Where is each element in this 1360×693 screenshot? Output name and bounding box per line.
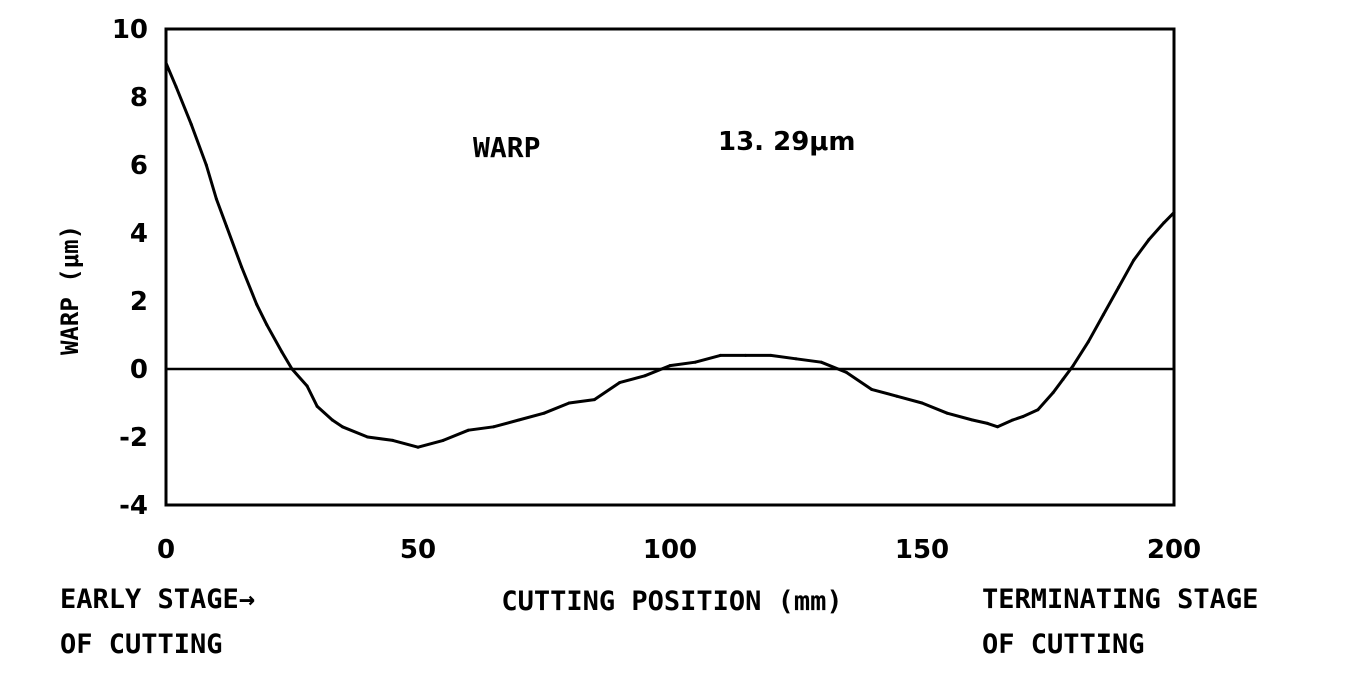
data-point: [844, 370, 848, 374]
data-point: [240, 265, 244, 269]
data-point: [1117, 285, 1121, 289]
x-axis-label: CUTTING POSITION (mm): [501, 586, 842, 617]
x-left-note-line1: EARLY STAGE→: [60, 584, 255, 615]
data-point: [189, 122, 193, 126]
data-point: [592, 398, 596, 402]
data-point: [1021, 415, 1025, 419]
data-point: [945, 411, 949, 415]
data-point: [542, 411, 546, 415]
data-point: [340, 425, 344, 429]
x-right-note-line2: OF CUTTING: [982, 629, 1145, 660]
data-point: [204, 163, 208, 167]
x-tick-label: 100: [643, 535, 697, 565]
data-point: [970, 418, 974, 422]
data-point: [305, 384, 309, 388]
data-point: [1101, 313, 1105, 317]
data-point: [214, 197, 218, 201]
data-point: [225, 224, 228, 228]
data-point: [1036, 408, 1040, 412]
y-tick-label: 8: [130, 83, 148, 113]
data-point: [1086, 340, 1090, 344]
data-point: [290, 367, 294, 371]
data-point: [718, 353, 722, 357]
data-point: [1051, 391, 1055, 395]
data-point: [174, 85, 178, 89]
data-point: [1147, 238, 1151, 242]
annotation-label: WARP: [473, 131, 540, 164]
x-tick-label: 0: [157, 535, 175, 565]
y-tick-labels: 10 8 6 4 2 0 -2 -4: [112, 15, 148, 521]
y-tick-label: -2: [119, 423, 148, 453]
data-point: [986, 421, 989, 425]
series-points: [164, 61, 1176, 449]
data-point: [416, 445, 420, 449]
x-left-note-line2: OF CUTTING: [60, 629, 223, 660]
data-point: [1071, 364, 1075, 368]
y-axis-label: WARP (μm): [56, 225, 84, 355]
x-tick-label: 50: [400, 535, 436, 565]
data-point: [870, 387, 874, 391]
y-tick-label: -4: [119, 491, 148, 521]
data-point: [567, 401, 571, 405]
x-tick-labels: 0 50 100 150 200: [157, 535, 1201, 565]
data-point: [618, 381, 622, 385]
data-point: [466, 428, 470, 432]
data-point: [255, 302, 259, 306]
x-tick-label: 200: [1147, 535, 1201, 565]
data-point: [280, 350, 284, 354]
data-point: [744, 353, 748, 357]
x-tick-label: 150: [895, 535, 949, 565]
data-point: [366, 435, 370, 439]
data-point: [1011, 418, 1015, 422]
data-point: [668, 364, 672, 368]
data-point: [895, 394, 899, 398]
y-tick-label: 0: [130, 355, 148, 385]
data-point: [693, 360, 697, 364]
data-point: [265, 323, 269, 327]
warp-series-line: [164, 61, 1176, 449]
plot-frame: [164, 27, 1176, 507]
data-point: [819, 360, 823, 364]
data-point: [643, 374, 647, 378]
data-point: [391, 438, 395, 442]
data-point: [996, 425, 1000, 429]
data-point: [330, 418, 334, 422]
data-point: [492, 425, 496, 429]
data-point: [920, 401, 924, 405]
data-point: [164, 61, 168, 65]
y-tick-label: 4: [130, 219, 148, 249]
data-point: [1162, 221, 1166, 225]
data-point: [1132, 258, 1136, 262]
data-point: [794, 357, 798, 361]
y-tick-label: 2: [130, 287, 148, 317]
data-point: [1061, 377, 1065, 381]
x-right-note-line1: TERMINATING STAGE: [982, 584, 1258, 615]
data-point: [441, 438, 445, 442]
y-tick-label: 10: [112, 15, 148, 45]
data-point: [769, 353, 773, 357]
data-point: [517, 418, 521, 422]
annotation-value: 13. 29μm: [718, 127, 856, 157]
data-point: [1172, 211, 1176, 215]
y-tick-label: 6: [130, 151, 148, 181]
data-point: [315, 404, 319, 408]
